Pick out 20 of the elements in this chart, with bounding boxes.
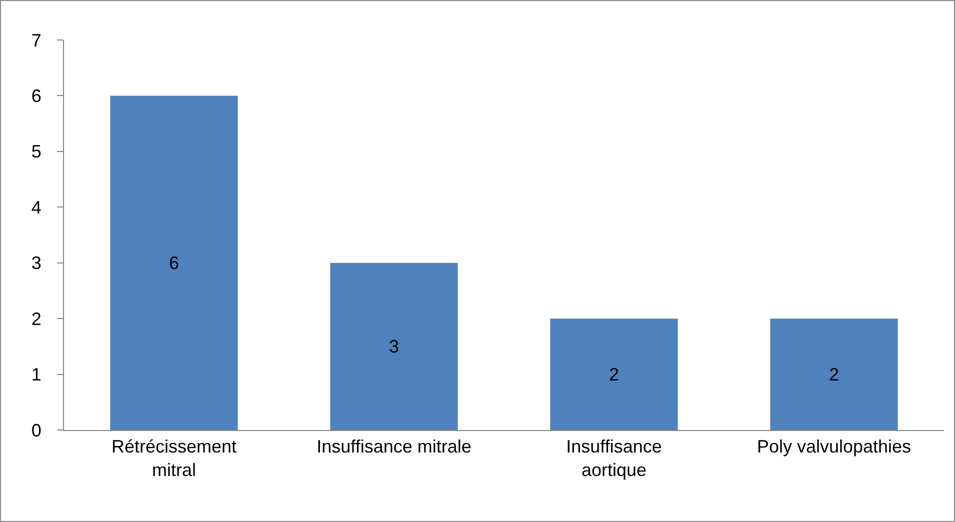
y-tick-label: 1: [31, 364, 42, 385]
bar: [110, 96, 238, 430]
bar: [770, 318, 898, 430]
y-tick-label: 0: [31, 420, 42, 440]
x-tick-label: Rétrécissement mitral: [111, 436, 237, 480]
y-tick-label: 7: [31, 30, 42, 50]
y-tick-label: 6: [31, 86, 42, 106]
bar: [330, 262, 458, 430]
data-label: 3: [388, 336, 400, 356]
data-label: 6: [168, 252, 180, 273]
y-tick-label: 3: [31, 253, 42, 274]
x-tick-label: Insuffisance aortique: [566, 436, 662, 480]
y-tick-label: 2: [31, 308, 42, 329]
x-tick-label: Poly valvulopathies: [756, 436, 912, 457]
y-tick-label: 5: [31, 142, 42, 162]
bar: [550, 318, 678, 430]
data-label: 2: [828, 364, 840, 384]
x-tick-label: Insuffisance mitrale: [316, 436, 472, 457]
y-tick-label: 4: [31, 197, 42, 218]
data-label: 2: [608, 364, 620, 384]
